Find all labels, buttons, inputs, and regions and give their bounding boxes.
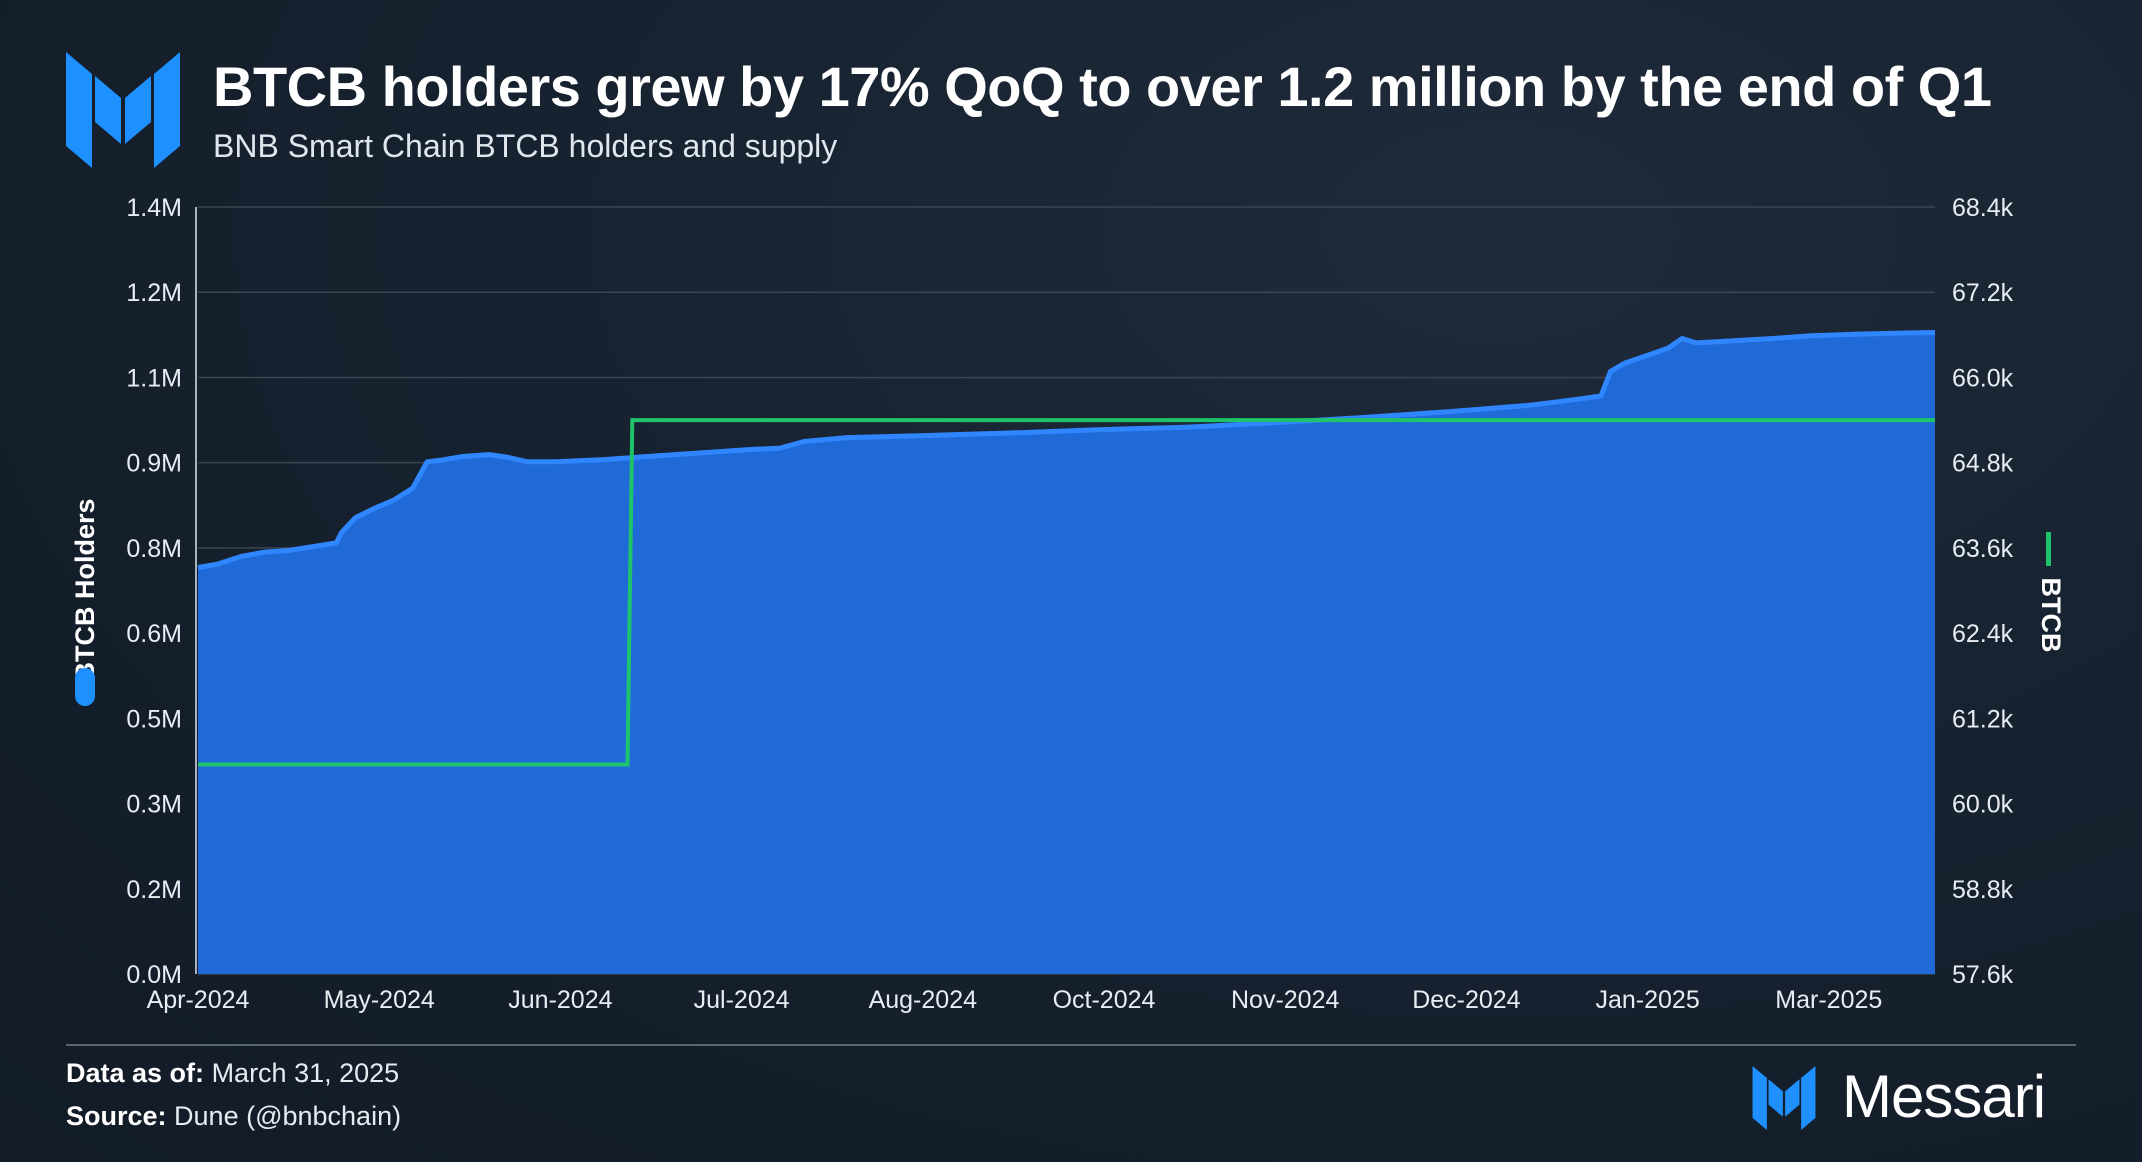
right-tick-label: 60.0k [1952, 791, 2014, 819]
right-tick-label: 67.2k [1952, 279, 2014, 307]
page-title: BTCB holders grew by 17% QoQ to over 1.2… [213, 55, 1992, 118]
right-tick-label: 58.8k [1952, 876, 2014, 904]
legend-btcb-swatch [2046, 532, 2051, 566]
left-tick-label: 1.4M [126, 194, 182, 222]
left-tick-label: 0.2M [126, 876, 182, 904]
x-axis-ticks: Apr-2024 May-2024 Jun-2024 Jul-2024 Aug-2024… [147, 986, 1883, 1014]
x-tick-label: Jun-2024 [508, 986, 612, 1014]
right-tick-label: 57.6k [1952, 961, 2014, 989]
left-tick-label: 1.2M [126, 279, 182, 307]
x-tick-label: Jan-2025 [1595, 986, 1699, 1014]
right-tick-label: 68.4k [1952, 194, 2014, 222]
right-axis-ticks: 57.6k 58.8k 60.0k 61.2k 62.4k 63.6k 64.8k 66.0k… [1952, 194, 2014, 989]
x-tick-label: May-2024 [324, 986, 435, 1014]
messari-logo-icon [66, 52, 180, 168]
left-tick-label: 0.8M [126, 535, 182, 563]
right-tick-label: 66.0k [1952, 364, 2014, 392]
x-tick-label: Jul-2024 [694, 986, 790, 1014]
right-tick-label: 61.2k [1952, 705, 2014, 733]
brand-name: Messari [1842, 1063, 2046, 1130]
holders-line [197, 330, 1936, 570]
brand-logo-icon [1752, 1066, 1816, 1130]
x-tick-label: Oct-2024 [1053, 986, 1156, 1014]
legend-holders-swatch [75, 668, 95, 706]
x-tick-label: Dec-2024 [1412, 986, 1520, 1014]
x-tick-label: Apr-2024 [147, 986, 250, 1014]
btcb-line [198, 418, 1935, 767]
x-tick-label: Mar-2025 [1775, 986, 1882, 1014]
left-tick-label: 1.1M [126, 364, 182, 392]
source: Source: Dune (@bnbchain) [66, 1101, 402, 1131]
page-subtitle: BNB Smart Chain BTCB holders and supply [213, 128, 838, 164]
left-axis-label: BTCB Holders [70, 498, 100, 681]
left-tick-label: 0.5M [126, 705, 182, 733]
right-tick-label: 64.8k [1952, 450, 2014, 478]
x-tick-label: Aug-2024 [869, 986, 978, 1014]
right-tick-label: 63.6k [1952, 535, 2014, 563]
right-axis-label: BTCB [2036, 578, 2066, 653]
left-axis-ticks: 0.0M 0.2M 0.3M 0.5M 0.6M 0.8M 0.9M 1.1M 1.2M 1.4M [126, 194, 182, 989]
left-tick-label: 0.0M [126, 961, 182, 989]
data-as-of: Data as of: March 31, 2025 [66, 1058, 400, 1088]
left-tick-label: 0.6M [126, 620, 182, 648]
left-tick-label: 0.3M [126, 791, 182, 819]
x-tick-label: Nov-2024 [1231, 986, 1339, 1014]
left-tick-label: 0.9M [126, 450, 182, 478]
right-tick-label: 62.4k [1952, 620, 2014, 648]
footer-divider [66, 1044, 2076, 1046]
